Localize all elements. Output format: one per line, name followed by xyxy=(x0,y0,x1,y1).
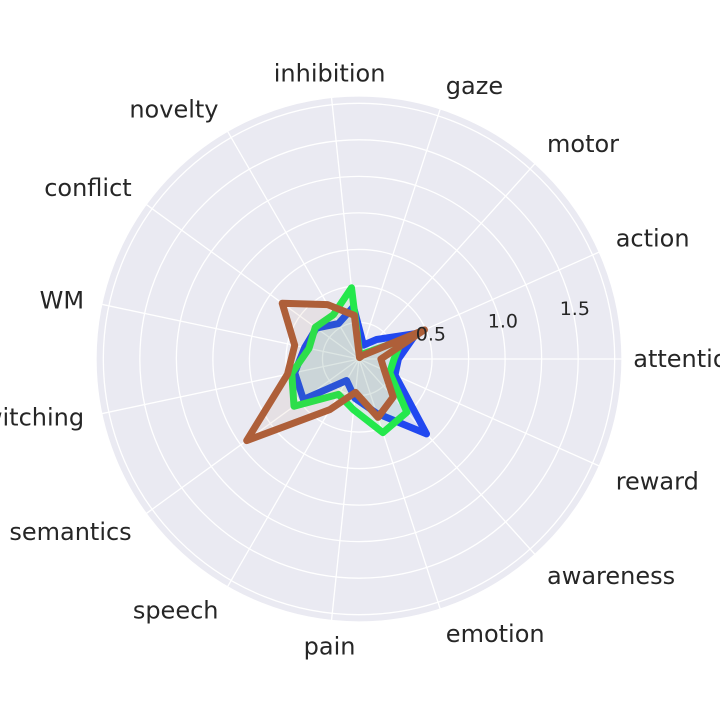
category-label-emotion: emotion xyxy=(446,620,545,648)
category-label-attention: attention xyxy=(633,345,720,373)
label-layer: 0.5 1.0 1.5 attention action motor gaze inhibit… xyxy=(0,60,720,661)
spoke-gaze xyxy=(358,108,441,360)
radial-tick-label: 1.5 xyxy=(560,298,590,320)
spoke-wm xyxy=(101,303,360,360)
category-label-pain: pain xyxy=(304,633,356,661)
category-label-action: action xyxy=(616,225,690,253)
category-label-inhibition: inhibition xyxy=(274,60,386,88)
category-label-gaze: gaze xyxy=(446,72,503,100)
category-label-conflict: conflict xyxy=(44,174,131,202)
category-label-awareness: awareness xyxy=(547,562,675,590)
spoke-switching xyxy=(101,358,360,415)
category-label-wm: WM xyxy=(40,287,84,315)
spoke-motor xyxy=(358,163,536,360)
spoke-emotion xyxy=(358,358,441,610)
radial-tick-label: 1.0 xyxy=(488,311,518,333)
category-label-novelty: novelty xyxy=(129,96,218,124)
series-3-line xyxy=(243,299,428,445)
series-layer xyxy=(243,284,430,445)
category-label-speech: speech xyxy=(133,596,219,624)
radial-tick-label: 0.5 xyxy=(416,323,446,345)
spoke-pain xyxy=(330,358,360,621)
category-label-reward: reward xyxy=(616,467,699,495)
spoke-conflict xyxy=(145,203,360,360)
series-3-fill xyxy=(246,303,425,441)
category-label-switching: switching xyxy=(0,403,84,431)
category-label-semantics: semantics xyxy=(9,518,131,546)
category-label-motor: motor xyxy=(547,130,619,158)
